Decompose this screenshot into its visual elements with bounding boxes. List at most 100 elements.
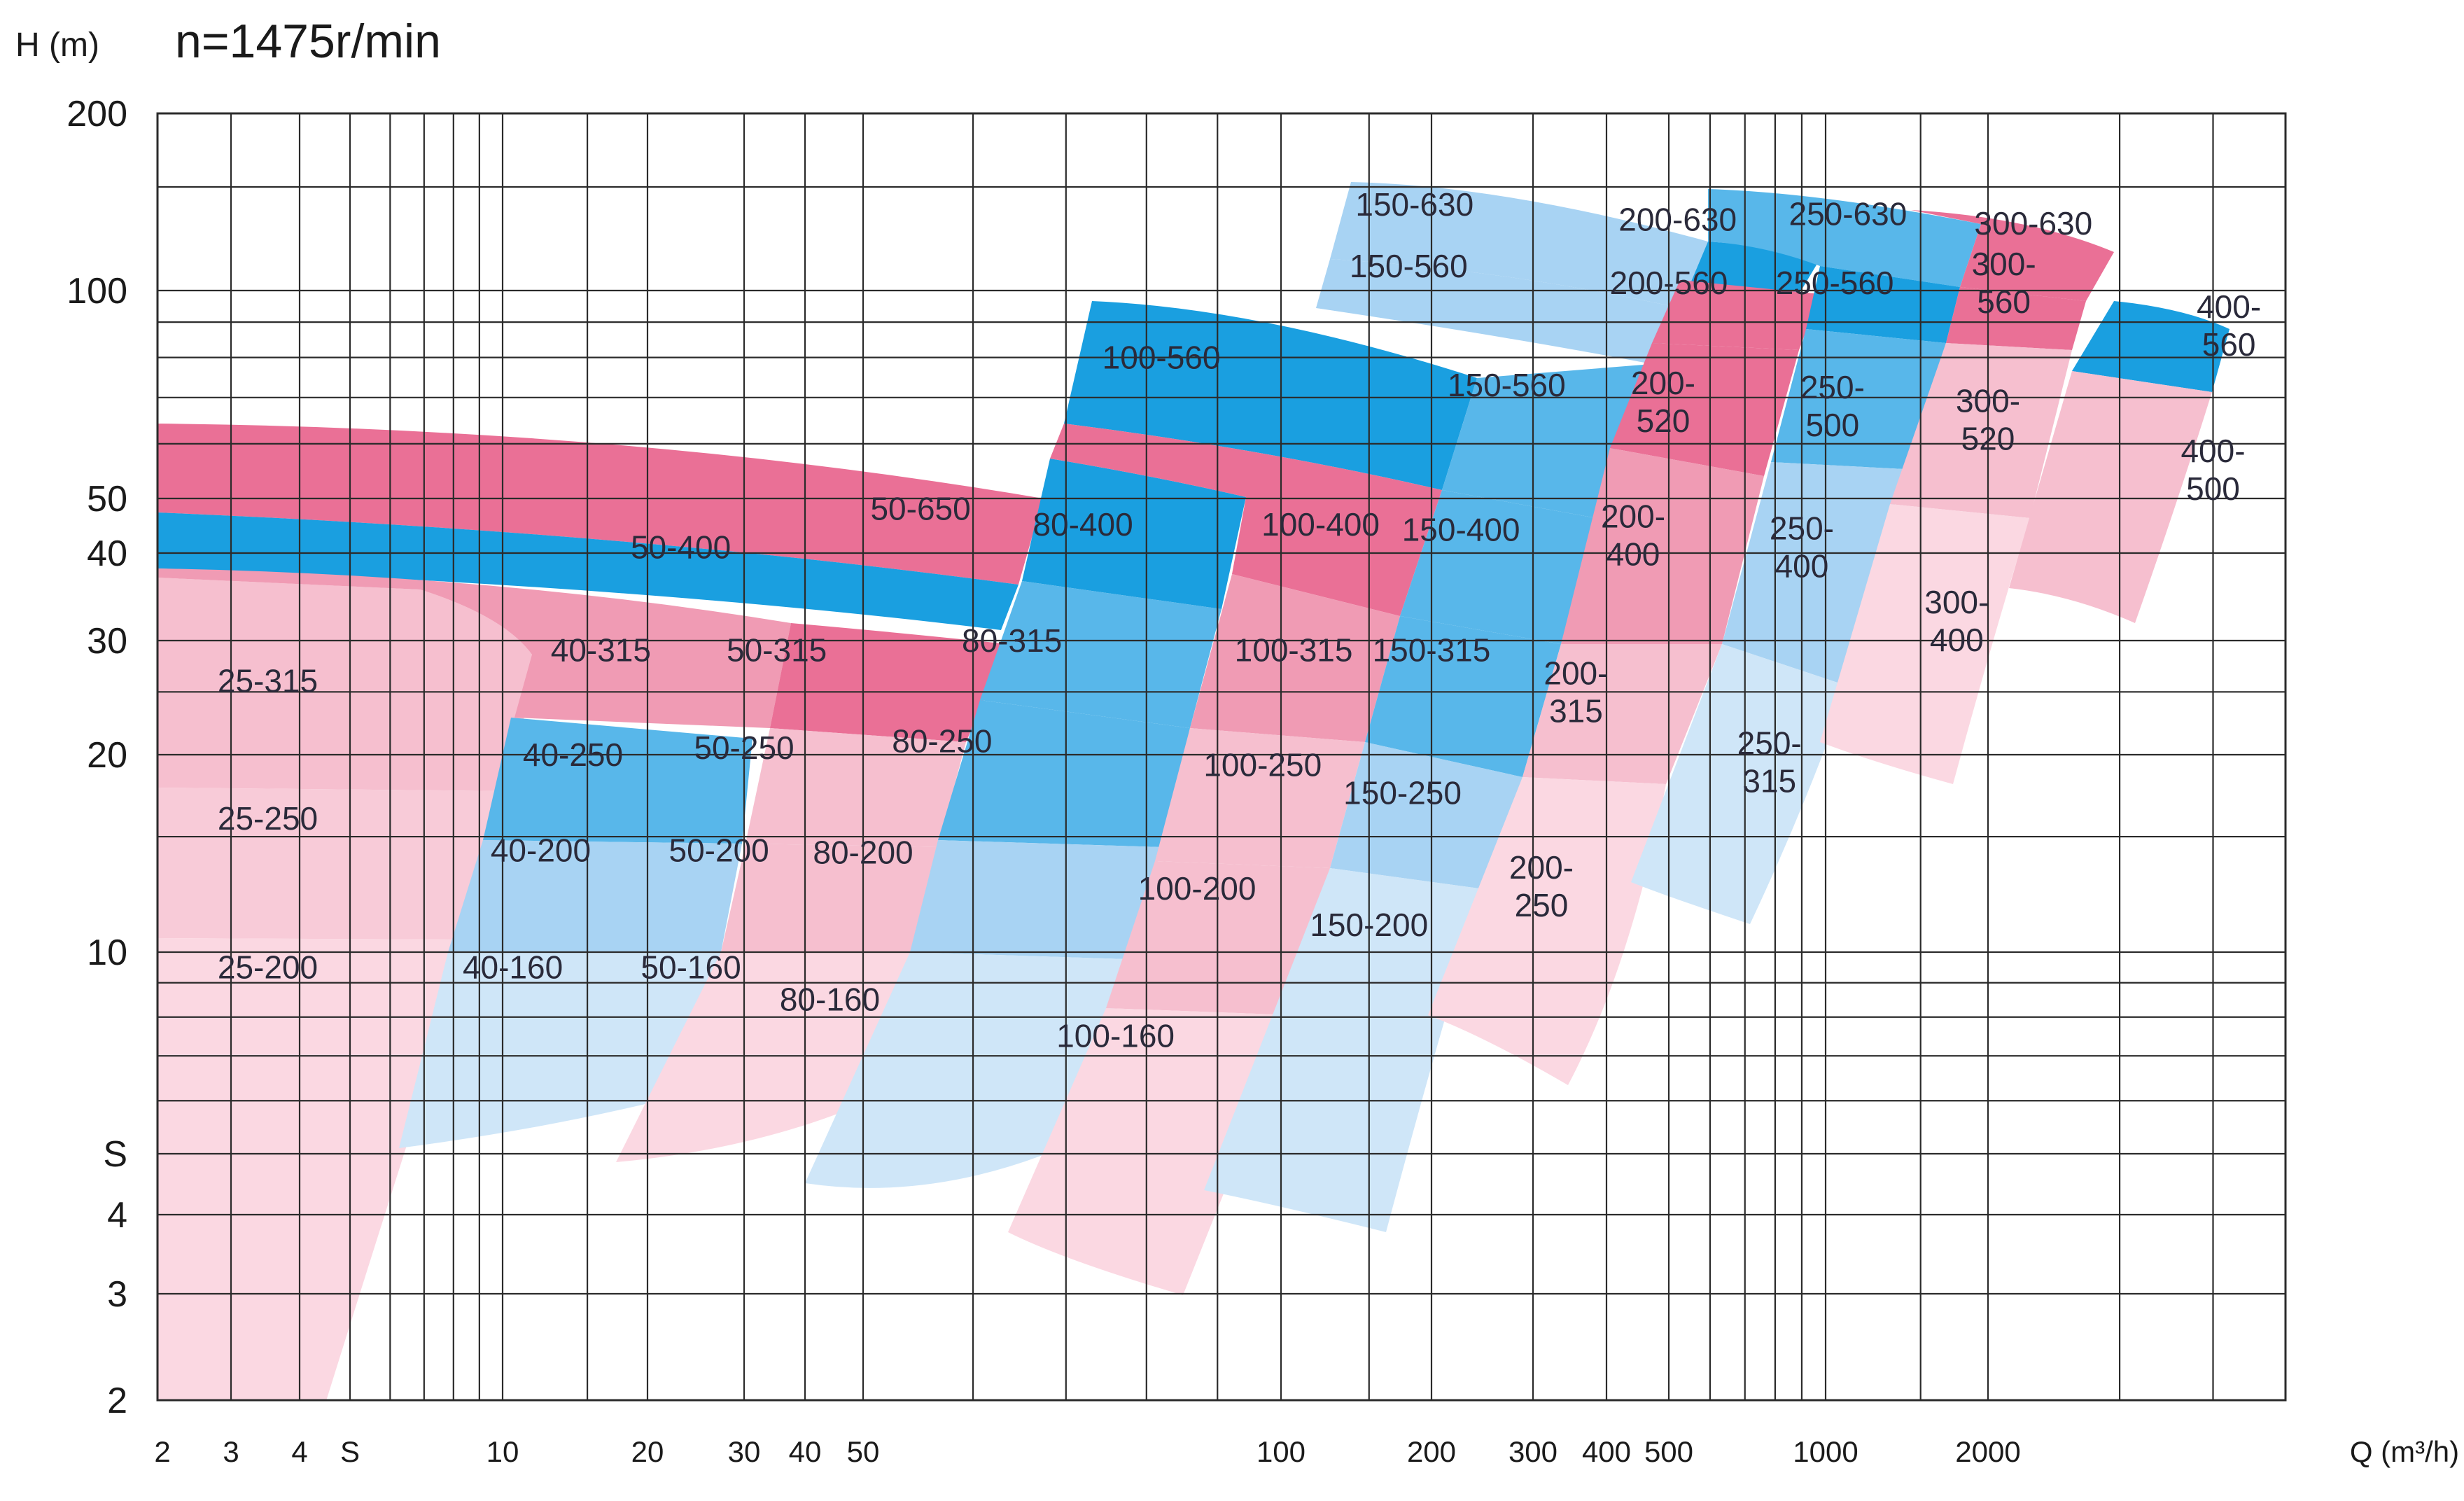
- zone-label: 40-315: [551, 632, 651, 669]
- x-tick-label: 30: [728, 1435, 761, 1468]
- zone-200-315: [1522, 644, 1722, 784]
- zone-label: 80-315: [962, 622, 1062, 659]
- zone-300-520: [1890, 343, 2072, 518]
- zone-label: 300-400: [1924, 584, 1989, 658]
- zone-50-250: [746, 728, 966, 847]
- x-tick-label: 10: [486, 1435, 519, 1468]
- zone-label: 25-250: [218, 800, 318, 837]
- zone-label: 200-400: [1601, 498, 1665, 573]
- zone-100-560: [1064, 301, 1477, 490]
- x-tick-label: 4: [291, 1435, 307, 1468]
- zone-400-500: [2009, 371, 2212, 623]
- zone-150-200: [1204, 868, 1484, 1232]
- zone-25-315: [158, 578, 532, 791]
- x-tick-label: 2000: [1955, 1435, 2020, 1468]
- y-tick-label: S: [103, 1134, 127, 1175]
- x-tick-label: 50: [847, 1435, 880, 1468]
- zone-100-400: [1050, 424, 1442, 616]
- zone-label: 250-400: [1770, 510, 1834, 584]
- zone-label: 25-315: [218, 663, 318, 699]
- x-tick-label: 300: [1508, 1435, 1558, 1468]
- zone-label: 200-560: [1610, 265, 1728, 301]
- zone-label: 80-200: [813, 834, 913, 870]
- zone-400-560: [2072, 301, 2230, 392]
- zone-label: 150-560: [1448, 367, 1566, 403]
- y-tick-labels: 2 3 4 S 10 20 30 40 50 100 200: [66, 94, 127, 1421]
- zone-80-400: [1022, 459, 1246, 609]
- zone-250-560: [1806, 266, 1960, 343]
- zone-40-250: [483, 718, 752, 844]
- x-tick-label: S: [340, 1435, 360, 1468]
- x-tick-label: 500: [1644, 1435, 1693, 1468]
- x-tick-label: 40: [789, 1435, 822, 1468]
- y-tick-label: 40: [87, 533, 127, 574]
- x-tick-label: 100: [1256, 1435, 1306, 1468]
- x-tick-label: 2: [154, 1435, 170, 1468]
- x-tick-labels: 2 3 4 S 10 20 30 40 50 100 200 300 400 500 1000 2000: [154, 1435, 2020, 1468]
- zone-250-315: [1631, 644, 1848, 924]
- zone-label: 80-250: [892, 722, 992, 759]
- zone-label: 400-500: [2180, 433, 2245, 507]
- zone-label: 250-630: [1788, 195, 1907, 232]
- x-axis-label: Q (m³/h): [2350, 1435, 2459, 1468]
- y-tick-label: 3: [107, 1274, 127, 1315]
- zone-150-560-top: [1316, 259, 1680, 364]
- zone-200-560: [1652, 280, 1820, 350]
- x-tick-label: 1000: [1793, 1435, 1858, 1468]
- zone-150-400: [1400, 490, 1596, 644]
- zone-100-250: [1155, 728, 1365, 868]
- zone-label: 50-315: [727, 632, 827, 669]
- zone-250-500: [1771, 329, 1946, 469]
- zone-label: 100-160: [1056, 1018, 1175, 1054]
- zone-80-160: [805, 952, 1127, 1188]
- zone-label: 250-315: [1737, 725, 1802, 799]
- zone-label: 200-250: [1509, 849, 1574, 923]
- zone-labels: 25-315 25-250 25-200 40-315 40-250 40-200 40-1…: [218, 186, 2261, 1054]
- zone-label: 300-560: [1972, 246, 2036, 320]
- x-tick-label: 3: [223, 1435, 239, 1468]
- zone-label: 50-250: [694, 729, 794, 766]
- y-tick-label: 200: [66, 94, 127, 134]
- zone-150-630: [1330, 182, 1708, 308]
- zone-50-200: [721, 844, 938, 952]
- zone-label: 200-520: [1631, 365, 1695, 439]
- zone-150-560: [1442, 364, 1652, 518]
- y-tick-label: 20: [87, 735, 127, 776]
- zone-150-315: [1365, 616, 1561, 777]
- zone-300-400: [1820, 504, 2030, 784]
- zone-label: 50-200: [669, 832, 769, 868]
- zone-80-250: [938, 700, 1190, 847]
- y-tick-label: 2: [107, 1381, 127, 1421]
- plot-frame: [156, 112, 2287, 1402]
- y-tick-label: 10: [87, 933, 127, 973]
- zone-250-630: [1708, 189, 1981, 287]
- zone-80-200: [910, 840, 1162, 959]
- zone-label: 200-630: [1618, 202, 1737, 238]
- zone-label: 150-250: [1343, 774, 1462, 811]
- zone-label: 300-520: [1956, 383, 2020, 457]
- zone-label: 100-315: [1235, 632, 1353, 669]
- zone-300-630: [1911, 210, 2114, 301]
- y-tick-label: 100: [66, 271, 127, 312]
- zone-label: 100-400: [1261, 506, 1380, 543]
- zone-200-520: [1610, 343, 1799, 476]
- y-tick-label: 4: [107, 1195, 127, 1236]
- y-tick-label: 50: [87, 479, 127, 519]
- zone-50-315: [770, 623, 1008, 742]
- zone-label: 200-315: [1544, 655, 1608, 729]
- zone-label: 50-160: [640, 949, 741, 985]
- zone-200-400: [1561, 448, 1764, 644]
- zone-50-650: [158, 424, 1043, 585]
- zone-label: 150-560: [1350, 248, 1468, 284]
- zone-label: 50-650: [870, 490, 970, 526]
- zone-label: 40-250: [523, 736, 623, 773]
- zone-label: 80-160: [780, 982, 880, 1018]
- zone-label: 100-200: [1138, 870, 1256, 907]
- zone-label: 25-200: [218, 949, 318, 985]
- zone-label: 100-560: [1102, 340, 1221, 376]
- x-tick-label: 400: [1582, 1435, 1631, 1468]
- x-tick-label: 20: [631, 1435, 664, 1468]
- y-tick-label: 30: [87, 621, 127, 662]
- zone-label: 150-315: [1373, 632, 1491, 669]
